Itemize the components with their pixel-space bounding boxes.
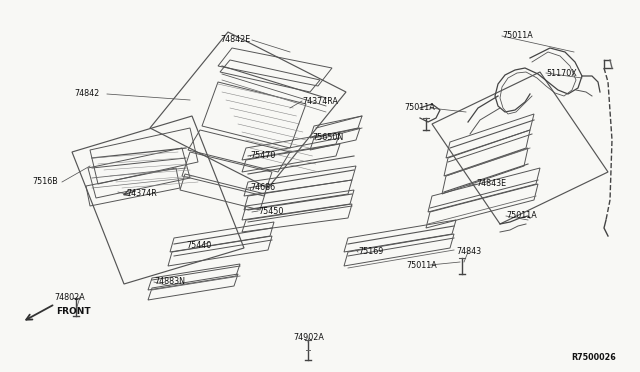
Text: 75450: 75450 (258, 206, 284, 215)
Text: 51170X: 51170X (546, 68, 577, 77)
Text: 74842: 74842 (74, 90, 99, 99)
Text: 75650N: 75650N (312, 132, 343, 141)
Text: 75470: 75470 (250, 151, 275, 160)
Text: 74843: 74843 (456, 247, 481, 257)
Text: 74802A: 74802A (54, 292, 84, 301)
Text: 75011A: 75011A (404, 103, 435, 112)
Text: 74374RA: 74374RA (302, 96, 338, 106)
Text: 75440: 75440 (186, 241, 211, 250)
Text: 75011A: 75011A (506, 212, 537, 221)
Text: 74902A: 74902A (293, 334, 324, 343)
Text: R7500026: R7500026 (572, 353, 616, 362)
Text: FRONT: FRONT (56, 308, 91, 317)
Text: 75169: 75169 (358, 247, 383, 257)
Text: 74374R: 74374R (126, 189, 157, 199)
Text: 7516B: 7516B (32, 177, 58, 186)
Text: 75011A: 75011A (502, 32, 532, 41)
Text: 74686: 74686 (250, 183, 275, 192)
Text: 75011A: 75011A (406, 260, 436, 269)
Text: 74843E: 74843E (476, 180, 506, 189)
Text: 74842E: 74842E (220, 35, 250, 45)
Text: 74883N: 74883N (154, 278, 185, 286)
